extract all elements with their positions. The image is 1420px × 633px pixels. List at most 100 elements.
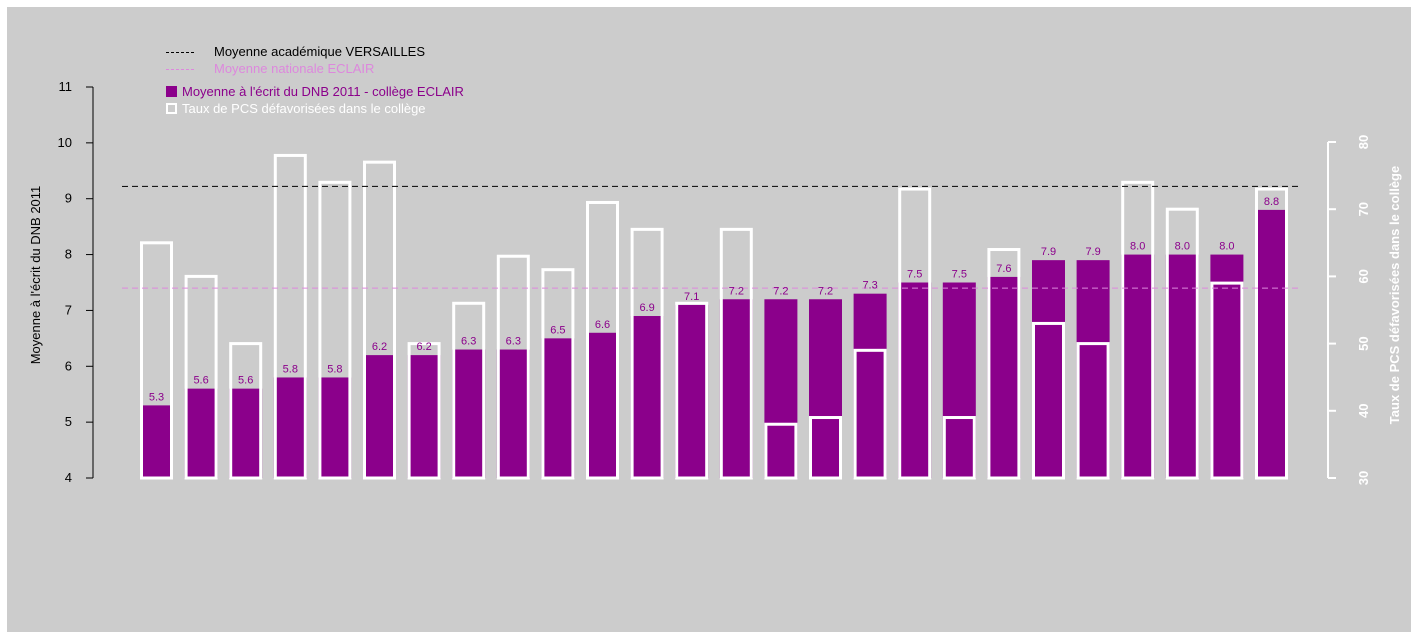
tick-label: 60 [1356,269,1371,283]
outline-bar [1255,187,1288,480]
bar [853,293,887,478]
tick-label: 8 [65,247,72,262]
outlines-layer [140,153,1288,480]
outline-bar [987,248,1021,480]
value-label: 6.2 [372,341,387,353]
bar [318,377,352,478]
bar [541,338,575,478]
bars-layer [140,209,1288,478]
value-label: 7.2 [773,285,788,297]
outline-bar [363,160,396,480]
tick-label: 11 [59,79,73,94]
tick-label: 80 [1356,135,1371,149]
value-label: 7.1 [684,291,699,303]
right-axis-title: Taux de PCS défavorisées dans le collège [1387,166,1402,424]
value-label: 6.5 [550,324,565,336]
outline-bar [318,180,352,480]
outline-bar [1121,180,1155,480]
outline-bar [675,301,709,480]
bar [809,299,842,478]
outline-bar [273,153,307,480]
outline-bar [229,342,263,480]
bar [764,299,798,478]
value-label: 6.3 [461,336,476,348]
outline-bar [496,254,530,480]
value-label: 6.9 [639,302,654,314]
tick-label: 70 [1356,202,1371,216]
bar [586,332,619,478]
value-label: 8.8 [1264,196,1279,208]
bar [496,349,530,478]
tick-label: 4 [65,470,72,485]
value-label: 7.3 [862,280,877,292]
bar [452,349,486,478]
tick-label: 5 [65,414,72,429]
value-label: 8.0 [1219,241,1234,253]
tick-label: 30 [1356,471,1371,485]
tick-label: 50 [1356,336,1371,350]
right-axis: 30 40 50 60 70 80 [1327,135,1371,485]
outline-bar [809,416,842,480]
value-label: 7.9 [1085,246,1100,258]
bar [630,316,664,478]
bar [1255,209,1288,478]
value-label: 5.6 [238,375,253,387]
value-label: 5.8 [327,363,342,375]
value-label: 7.5 [907,269,922,281]
left-axis: 4 5 6 7 8 9 10 11 [58,79,94,485]
outline-bar [541,268,575,480]
bar [1121,254,1155,478]
tick-label: 40 [1356,404,1371,418]
tick-label: 9 [65,191,72,206]
value-labels-layer: 5.3 5.6 5.6 5.8 5.8 6.2 6.2 6.3 6.3 6.5 6.6 6.9 7.1 7… [149,196,1279,404]
outline-bar [586,200,619,480]
outline-bar [452,301,486,480]
value-label: 8.0 [1130,241,1145,253]
value-label: 8.0 [1175,241,1190,253]
value-label: 6.6 [595,319,610,331]
bar [898,282,932,478]
bar [1165,254,1199,478]
outline-bar [630,227,664,480]
value-label: 5.3 [149,391,164,403]
bar [184,388,218,478]
bar [1076,260,1110,478]
value-label: 7.9 [1041,246,1056,258]
value-label: 7.2 [729,285,744,297]
outline-bar [1165,207,1199,480]
tick-label: 6 [65,358,72,373]
bar [273,377,307,478]
value-label: 7.5 [952,269,967,281]
bar [1032,260,1065,478]
value-label: 7.2 [818,285,833,297]
outline-bar [1032,321,1065,480]
value-label: 5.8 [283,363,298,375]
bar [719,299,753,478]
outline-bar [853,348,887,480]
outline-bar [184,274,218,480]
outline-bar [719,227,753,480]
bar [363,355,396,478]
bar [675,304,709,478]
outline-bar [764,422,798,480]
bar [229,388,263,478]
outline-bar [140,241,173,480]
bar [987,276,1021,478]
outline-bar [942,416,976,480]
outline-bar [898,187,932,480]
bar [140,405,173,478]
tick-label: 10 [58,135,72,150]
value-label: 6.2 [416,341,431,353]
tick-label: 7 [65,302,72,317]
outline-bar [407,342,441,480]
bar [942,282,976,478]
value-label: 7.6 [996,263,1011,275]
left-axis-title: Moyenne à l'écrit du DNB 2011 [28,186,43,365]
value-label: 6.3 [506,336,521,348]
bar [1210,254,1244,478]
outline-bar [1076,342,1110,480]
reference-lines-layer [122,185,1302,289]
outline-bar [1210,281,1244,480]
value-label: 5.6 [193,375,208,387]
